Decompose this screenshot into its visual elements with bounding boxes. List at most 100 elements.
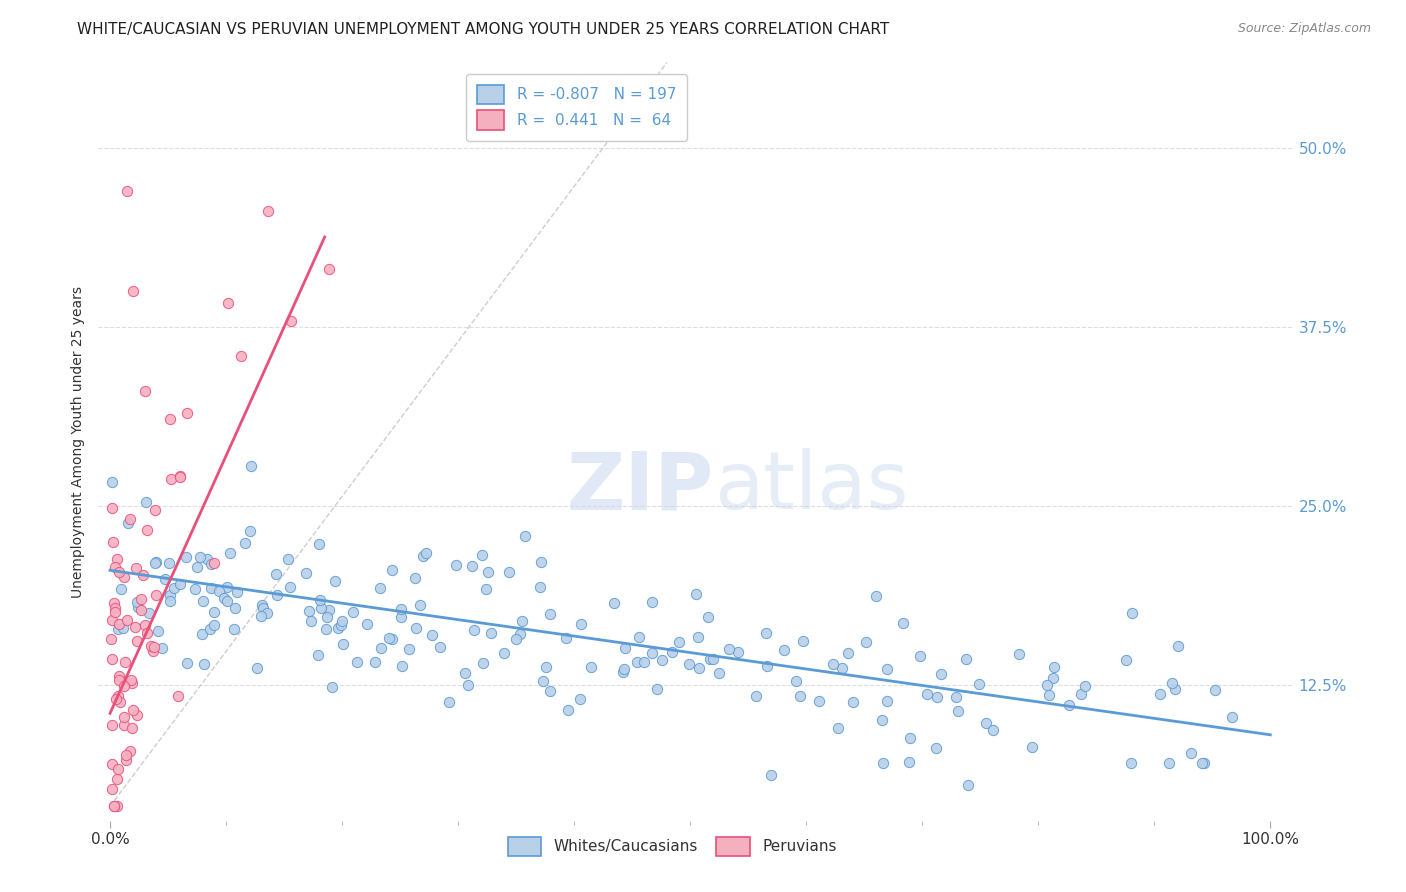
Point [101,757,124,772]
Point [120,744,142,758]
Point [214,591,236,606]
Point [668,635,690,649]
Point [696,610,718,624]
Point [101,718,124,732]
Point [105,799,128,814]
Text: WHITE/CAUCASIAN VS PERUVIAN UNEMPLOYMENT AMONG YOUTH UNDER 25 YEARS CORRELATION : WHITE/CAUCASIAN VS PERUVIAN UNEMPLOYMENT… [77,22,890,37]
Point [100,632,122,646]
Point [115,753,138,767]
Point [224,601,246,615]
Point [827,721,849,735]
Point [309,600,332,615]
Point [945,690,967,704]
Point [981,723,1004,737]
Point [645,682,668,697]
Point [159,411,181,425]
Point [792,634,814,648]
Point [226,585,249,599]
Text: ZIP: ZIP [567,448,714,526]
Point [707,665,730,680]
Point [641,646,664,660]
Point [104,560,127,574]
Point [143,502,166,516]
Point [103,799,125,814]
Point [925,740,948,755]
Point [876,694,898,708]
Point [100,500,122,515]
Point [169,468,191,483]
Point [974,715,997,730]
Point [364,655,387,669]
Point [872,756,894,771]
Point [1038,688,1060,702]
Point [217,580,239,594]
Point [104,692,127,706]
Point [142,643,165,657]
Point [612,665,634,680]
Point [239,524,262,539]
Point [135,523,157,537]
Point [202,618,225,632]
Point [1115,653,1137,667]
Point [159,593,181,607]
Point [246,661,269,675]
Point [299,614,322,628]
Point [865,589,887,603]
Point [789,689,811,703]
Point [785,673,807,688]
Point [200,581,222,595]
Point [125,708,148,723]
Point [308,536,330,550]
Point [898,731,921,746]
Point [1164,681,1187,696]
Point [176,406,198,420]
Point [108,673,131,688]
Point [346,655,368,669]
Point [112,710,135,724]
Point [222,622,245,636]
Point [688,661,710,675]
Point [454,666,477,681]
Point [1042,671,1064,685]
Point [174,550,197,565]
Point [117,516,139,530]
Point [295,566,318,581]
Point [821,657,844,671]
Point [898,755,921,769]
Point [398,642,420,657]
Point [908,648,931,663]
Point [326,621,349,635]
Point [129,603,152,617]
Point [505,632,527,646]
Y-axis label: Unemployment Among Youth under 25 years: Unemployment Among Youth under 25 years [72,285,86,598]
Point [509,627,531,641]
Point [332,614,354,628]
Point [389,610,412,624]
Point [356,617,378,632]
Point [101,475,124,489]
Point [252,600,274,615]
Point [143,640,166,655]
Point [280,314,302,328]
Point [1204,682,1226,697]
Point [1036,678,1059,692]
Point [250,609,273,624]
Point [651,653,673,667]
Point [429,640,451,655]
Point [323,574,346,588]
Point [1059,698,1081,712]
Point [727,644,749,658]
Point [510,614,533,628]
Point [218,545,240,559]
Point [755,626,778,640]
Point [633,656,655,670]
Text: Source: ZipAtlas.com: Source: ZipAtlas.com [1237,22,1371,36]
Point [876,661,898,675]
Point [104,606,127,620]
Point [159,588,181,602]
Point [471,656,494,670]
Point [107,763,129,777]
Point [463,624,485,638]
Point [529,580,551,594]
Point [1149,687,1171,701]
